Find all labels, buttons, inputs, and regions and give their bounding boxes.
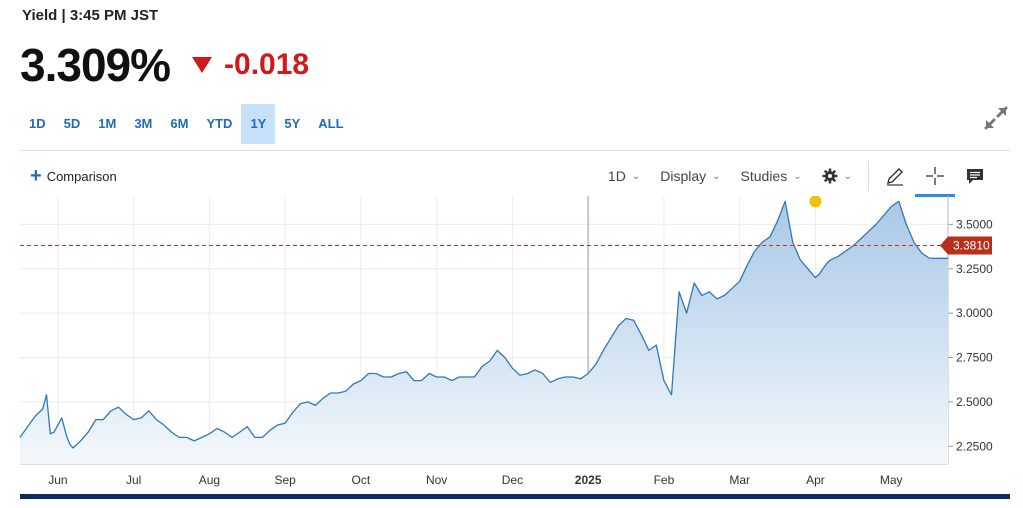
last-price: 3.309% bbox=[20, 39, 171, 91]
y-tick-label: 2.2500 bbox=[956, 439, 993, 453]
draw-tool-button[interactable] bbox=[875, 158, 915, 194]
series-area bbox=[20, 201, 948, 465]
interval-label: 1D bbox=[607, 168, 626, 184]
bottom-bar bbox=[20, 494, 1010, 499]
range-button-ytd[interactable]: YTD bbox=[206, 116, 233, 131]
toolbar-divider bbox=[868, 161, 869, 191]
down-arrow-icon bbox=[192, 57, 213, 73]
y-tick-label: 3.5000 bbox=[956, 217, 993, 231]
range-button-5y[interactable]: 5Y bbox=[284, 116, 301, 131]
y-tick-label: 3.2500 bbox=[956, 262, 993, 276]
y-tick-label: 2.7500 bbox=[956, 351, 993, 365]
x-tick-label: Dec bbox=[502, 473, 523, 487]
range-button-5d[interactable]: 5D bbox=[63, 116, 81, 131]
x-tick-label: Oct bbox=[352, 473, 371, 487]
chevron-down-icon: ⌄ bbox=[793, 170, 802, 182]
range-button-3m[interactable]: 3M bbox=[134, 116, 153, 131]
quote-subtitle: Yield | 3:45 PM JST bbox=[22, 7, 159, 24]
crosshair-icon bbox=[926, 167, 944, 185]
x-tick-label: Jul bbox=[126, 473, 141, 487]
range-button-1y[interactable]: 1Y bbox=[241, 104, 276, 144]
studies-label: Studies bbox=[740, 168, 788, 184]
x-tick-label: Mar bbox=[729, 473, 750, 487]
range-button-1d[interactable]: 1D bbox=[29, 116, 46, 131]
comment-icon bbox=[967, 169, 983, 184]
range-button-all[interactable]: ALL bbox=[318, 116, 344, 131]
x-tick-label: Nov bbox=[426, 473, 447, 487]
reference-label: 3.3810 bbox=[953, 239, 990, 253]
divider bbox=[20, 150, 1010, 151]
chart-toolbar: 1D ⌄ Display ⌄ Studies ⌄ ⌄ bbox=[598, 158, 995, 197]
series-line bbox=[19, 200, 948, 449]
comparison-button[interactable]: + Comparison bbox=[30, 165, 117, 187]
reference-label-bg bbox=[940, 236, 992, 255]
y-tick-label: 2.5000 bbox=[956, 395, 993, 409]
settings-dropdown[interactable]: ⌄ bbox=[812, 168, 862, 184]
price-row: 3.309% -0.018 bbox=[20, 38, 309, 92]
display-dropdown[interactable]: Display ⌄ bbox=[650, 168, 730, 184]
range-button-6m[interactable]: 6M bbox=[170, 116, 189, 131]
chevron-down-icon: ⌄ bbox=[712, 170, 721, 182]
x-tick-label: May bbox=[880, 473, 903, 487]
x-tick-label: Sep bbox=[274, 473, 296, 487]
pencil-icon bbox=[887, 168, 903, 186]
range-selector: 1D 5D 1M 3M 6M YTD 1Y 5Y ALL bbox=[20, 104, 353, 144]
x-tick-label: Jun bbox=[48, 473, 67, 487]
y-tick-label: 3.0000 bbox=[956, 306, 993, 320]
range-button-1m[interactable]: 1M bbox=[98, 116, 117, 131]
studies-dropdown[interactable]: Studies ⌄ bbox=[731, 168, 812, 184]
price-change: -0.018 bbox=[224, 48, 310, 81]
display-label: Display bbox=[660, 168, 707, 184]
peak-marker bbox=[809, 196, 822, 208]
expand-icon[interactable] bbox=[982, 104, 1010, 132]
plus-icon: + bbox=[30, 165, 42, 187]
x-tick-label: Apr bbox=[806, 473, 825, 487]
x-tick-label: Feb bbox=[654, 473, 675, 487]
gear-icon bbox=[822, 168, 838, 184]
chevron-down-icon: ⌄ bbox=[631, 170, 641, 182]
x-tick-label: Aug bbox=[199, 473, 220, 487]
interval-dropdown[interactable]: 1D ⌄ bbox=[598, 168, 650, 184]
x-tick-label: 2025 bbox=[575, 473, 602, 487]
chevron-down-icon: ⌄ bbox=[843, 170, 852, 182]
comment-tool-button[interactable] bbox=[955, 158, 995, 194]
yield-chart[interactable]: 2.2500 2.5000 2.7500 3.0000 3.2500 3.5000 Jun J… bbox=[0, 196, 1023, 494]
crosshair-tool-button[interactable] bbox=[915, 158, 955, 197]
comparison-label: Comparison bbox=[46, 168, 117, 184]
